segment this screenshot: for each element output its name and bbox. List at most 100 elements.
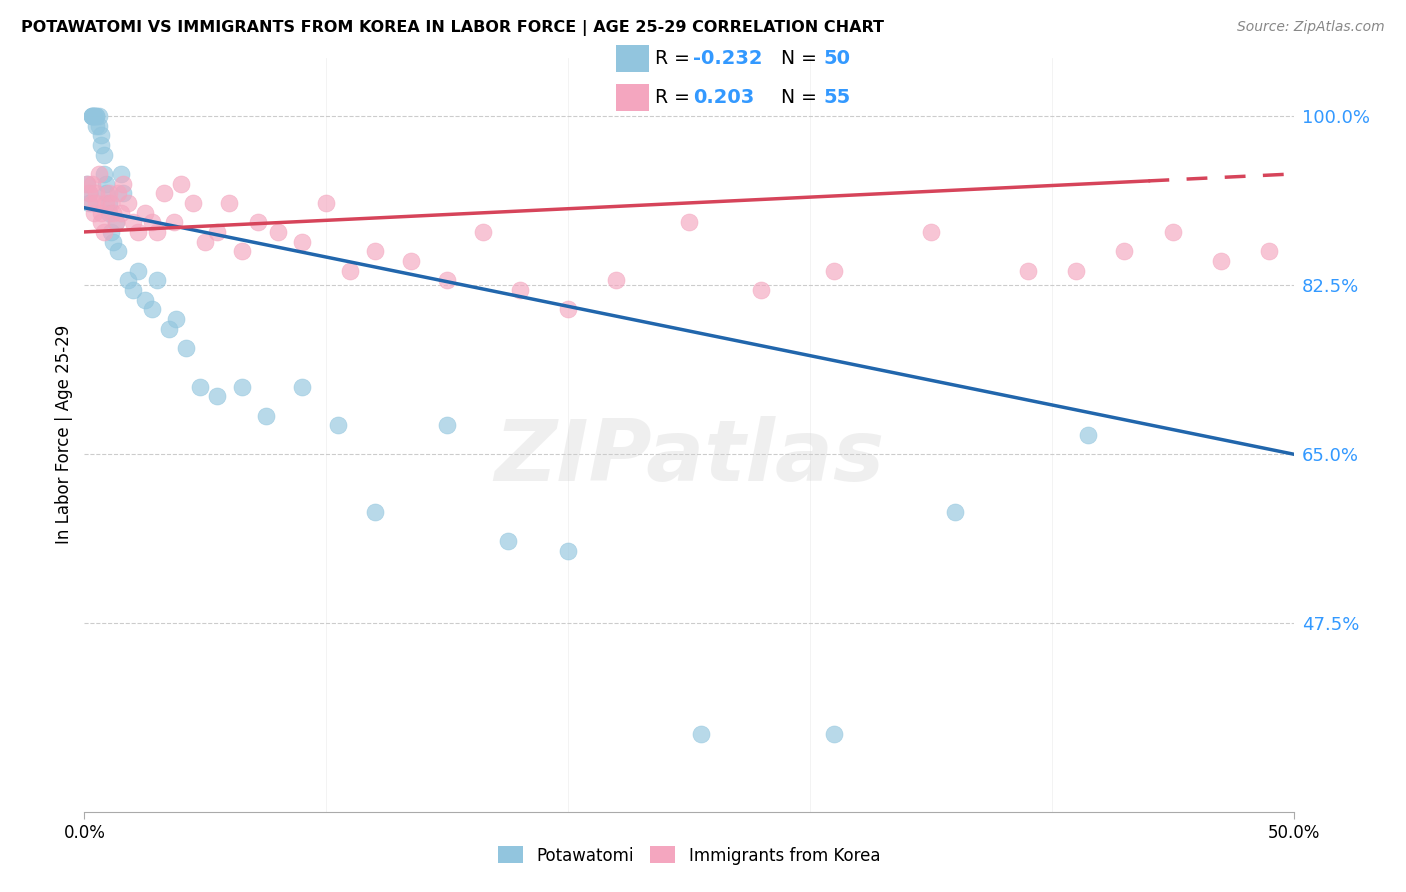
Y-axis label: In Labor Force | Age 25-29: In Labor Force | Age 25-29 [55,326,73,544]
Point [100,196,122,211]
Text: 0.203: 0.203 [693,88,755,107]
Point [823,727,845,741]
Point [90,205,112,219]
Point [920,225,942,239]
Point [83,109,105,123]
Point [190,379,212,393]
Point [231,244,253,259]
Point [117,196,139,211]
Point [117,273,139,287]
Point [77,186,100,201]
Point [496,534,519,549]
Point [93,147,115,161]
Text: POTAWATOMI VS IMMIGRANTS FROM KOREA IN LABOR FORCE | AGE 25-29 CORRELATION CHART: POTAWATOMI VS IMMIGRANTS FROM KOREA IN L… [21,20,884,36]
Point [141,302,163,317]
Point [86,196,108,211]
Point [86,109,108,123]
Point [339,263,361,277]
Point [134,293,156,307]
Point [436,418,458,433]
Point [1077,428,1099,442]
Point [87,119,110,133]
Point [83,205,105,219]
Point [87,167,110,181]
Point [163,215,186,229]
Point [93,167,115,181]
Point [110,167,132,181]
Point [291,379,314,393]
Point [436,273,458,287]
Point [231,379,253,393]
Point [94,177,117,191]
Point [112,177,135,191]
Point [76,177,98,191]
Point [90,128,112,143]
Point [104,215,127,229]
Point [690,727,713,741]
Point [93,225,115,239]
Text: 55: 55 [824,88,851,107]
Point [121,283,143,297]
Point [103,235,125,249]
Point [247,215,270,229]
Point [104,215,127,229]
Point [399,254,422,268]
Point [86,119,108,133]
Point [557,544,579,558]
Point [605,273,627,287]
Point [315,196,337,211]
Point [153,186,176,201]
Point [90,138,112,153]
Text: N =: N = [780,88,823,107]
Point [80,109,103,123]
Point [94,186,117,201]
Point [134,205,156,219]
FancyBboxPatch shape [616,84,650,112]
Point [141,215,163,229]
Point [97,205,120,219]
Point [80,109,103,123]
Point [1209,254,1232,268]
Point [328,418,350,433]
Point [1258,244,1281,259]
Text: Source: ZipAtlas.com: Source: ZipAtlas.com [1237,20,1385,34]
Point [80,196,103,211]
Point [557,302,579,317]
Point [267,225,290,239]
Point [207,389,229,403]
Point [291,235,314,249]
Point [86,186,108,201]
Point [87,109,110,123]
Text: ZIPatlas: ZIPatlas [494,416,884,499]
FancyBboxPatch shape [616,45,650,72]
Point [1114,244,1136,259]
Point [112,186,135,201]
Point [80,177,103,191]
Point [103,205,125,219]
Point [97,196,120,211]
Point [86,109,108,123]
Point [170,177,193,191]
Point [107,244,129,259]
Point [90,215,112,229]
Point [363,505,385,519]
Point [218,196,240,211]
Point [1161,225,1184,239]
Point [146,225,169,239]
Point [509,283,531,297]
Point [77,196,100,211]
Point [165,312,187,326]
Point [110,205,132,219]
Point [1017,263,1039,277]
Point [121,215,143,229]
Text: N =: N = [780,49,823,68]
Point [157,321,180,335]
Point [207,225,229,239]
Point [107,186,129,201]
Text: R =: R = [655,88,703,107]
Point [181,196,204,211]
Point [146,273,169,287]
Point [363,244,385,259]
Point [823,263,845,277]
Point [127,225,149,239]
